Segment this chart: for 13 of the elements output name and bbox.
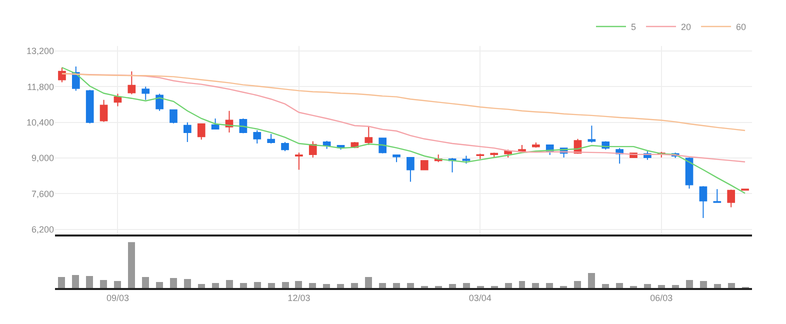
legend-label: 5 — [631, 22, 636, 32]
y-tick-label: 13,200 — [26, 46, 54, 56]
y-tick-label: 7,600 — [31, 188, 54, 199]
x-tick-label: 12/03 — [288, 292, 310, 303]
y-tick-label: 9,000 — [31, 153, 54, 164]
x-tick-label: 09/03 — [106, 292, 129, 303]
y-tick-label: 11,800 — [27, 82, 54, 92]
legend-label: 20 — [681, 22, 692, 32]
y-tick-label: 10,400 — [26, 117, 54, 128]
legend-label: 60 — [736, 22, 746, 32]
x-tick-label: 06/03 — [650, 292, 673, 303]
y-tick-label: 6,200 — [31, 224, 54, 235]
x-tick-label: 03/04 — [468, 292, 492, 303]
